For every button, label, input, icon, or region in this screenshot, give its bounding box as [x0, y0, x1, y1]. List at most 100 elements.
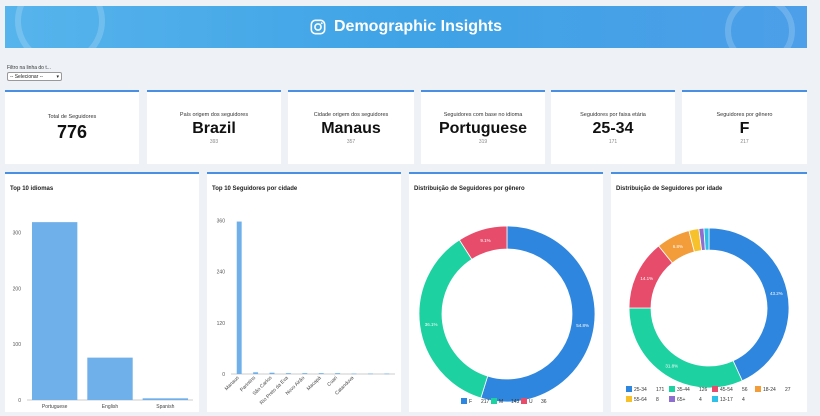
x-tick-label: Portuguese: [42, 404, 68, 410]
chart-gender-donut: 54.8% 36.1% 9.1% F 217 M 143 U 36: [418, 225, 596, 405]
legend-swatch: [491, 398, 497, 404]
legend-value: 27: [785, 387, 791, 393]
kpi-card-city: Cidade origem dos seguidores Manaus 357: [288, 90, 414, 164]
donut-slice: [628, 307, 743, 389]
bar: [236, 221, 242, 374]
kpi-label: Seguidores por gênero: [716, 112, 773, 118]
legend-swatch: [669, 386, 675, 392]
donut-slice: [703, 227, 710, 251]
legend-value: 143: [511, 399, 520, 405]
legend-label: F: [469, 399, 472, 405]
slice-label: 9.1%: [480, 238, 490, 243]
legend-label: 55-64: [634, 397, 647, 403]
slice-label: 36.1%: [425, 322, 438, 327]
kpi-card-language: Seguidores com base no idioma Portuguese…: [421, 90, 545, 164]
donut-slice: [418, 239, 489, 399]
filter-select-value: -- Selecionar --: [10, 73, 44, 80]
bar: [302, 373, 308, 374]
kpi-count: 357: [346, 139, 356, 145]
legend-swatch: [712, 396, 718, 402]
kpi-value: Brazil: [192, 120, 236, 137]
kpi-label: Seguidores com base no idioma: [443, 112, 523, 118]
bar: [367, 373, 373, 375]
panel-title: Top 10 idiomas: [10, 186, 54, 192]
legend-value: 217: [481, 399, 490, 405]
slice-label: 14.1%: [640, 276, 653, 281]
legend-swatch: [626, 396, 632, 402]
kpi-label: Total de Seguidores: [47, 114, 97, 120]
panel-age: Distribuição de Seguidores por idade 43.…: [611, 172, 807, 412]
legend-label: 18-24: [763, 387, 776, 393]
legend-label: 35-44: [677, 387, 690, 393]
kpi-card-total-followers: Total de Seguidores 776: [5, 90, 139, 164]
bar: [285, 373, 291, 374]
bar: [351, 373, 357, 375]
kpi-label: Cidade origem dos seguidores: [313, 112, 389, 118]
y-tick-label: 240: [217, 270, 226, 276]
bar: [384, 373, 390, 375]
kpi-value: Manaus: [321, 120, 381, 137]
y-tick-label: 360: [217, 218, 226, 224]
x-tick-label: Coari: [326, 375, 339, 388]
panel-gender: Distribuição de Seguidores por gênero 54…: [409, 172, 603, 412]
chevron-down-icon: ▾: [56, 74, 59, 80]
donut-slice: [480, 225, 596, 403]
kpi-value: 25-34: [592, 120, 634, 137]
kpi-label: País origem dos seguidores: [179, 112, 249, 118]
donut-slice: [458, 225, 508, 260]
legend-label: 45-54: [720, 387, 733, 393]
bar: [87, 357, 133, 400]
legend-value: 4: [742, 397, 745, 403]
slice-label: 54.8%: [576, 323, 589, 328]
bar: [31, 222, 78, 400]
kpi-card-age: Seguidores por faixa etária 25-34 171: [551, 90, 675, 164]
x-tick-label: English: [102, 404, 119, 410]
kpi-card-country: País origem dos seguidores Brazil 393: [147, 90, 281, 164]
legend-value: 126: [699, 387, 708, 393]
kpi-count: 217: [740, 139, 749, 145]
banner-decoration: [725, 6, 795, 48]
page-title: Demographic Insights: [310, 18, 502, 36]
x-tick-label: Macapá: [306, 375, 323, 392]
y-tick-label: 100: [13, 342, 22, 348]
legend-swatch: [755, 386, 761, 392]
legend-label: 65+: [677, 397, 686, 403]
header-banner: Demographic Insights: [5, 6, 807, 48]
slice-label: 43.2%: [770, 291, 783, 296]
legend-value: 171: [656, 387, 665, 393]
y-tick-label: 300: [13, 231, 22, 237]
kpi-value: Portuguese: [438, 120, 527, 137]
legend-value: 56: [742, 387, 748, 393]
panel-title: Top 10 Seguidores por cidade: [212, 186, 298, 192]
legend-swatch: [626, 386, 632, 392]
legend-value: 4: [699, 397, 702, 403]
instagram-icon: [310, 19, 326, 35]
bar: [142, 398, 189, 400]
filter-select[interactable]: -- Selecionar -- ▾: [7, 72, 62, 81]
kpi-value: F: [739, 120, 750, 137]
legend-swatch: [521, 398, 527, 404]
filter-label: Filtro na linha do t...: [7, 65, 51, 71]
chart-age-donut: 43.2% 31.8% 14.1% 6.8% 25-34 171 35-44 126 45-54…: [626, 227, 791, 403]
bar: [335, 373, 341, 374]
bar: [269, 372, 275, 374]
kpi-count: 319: [478, 139, 488, 145]
legend-label: 13-17: [720, 397, 733, 403]
y-tick-label: 0: [18, 398, 21, 404]
kpi-value: 776: [56, 122, 88, 142]
legend-label: 25-34: [634, 387, 647, 393]
panel-top-cities: Top 10 Seguidores por cidade 0 120 240 360 M…: [207, 172, 401, 412]
legend-label: U: [529, 399, 533, 405]
legend-label: M: [499, 399, 503, 405]
legend-swatch: [669, 396, 675, 402]
bar: [253, 372, 259, 374]
bar: [318, 373, 324, 374]
slice-label: 6.8%: [673, 244, 683, 249]
y-tick-label: 200: [13, 286, 22, 292]
donut-slice: [708, 227, 790, 382]
panel-top-languages: Top 10 idiomas 0 100 200 300 Portuguese Engli…: [5, 172, 199, 412]
page-title-text: Demographic Insights: [333, 18, 503, 35]
y-tick-label: 120: [217, 321, 226, 327]
panel-title: Distribuição de Seguidores por idade: [616, 186, 723, 192]
